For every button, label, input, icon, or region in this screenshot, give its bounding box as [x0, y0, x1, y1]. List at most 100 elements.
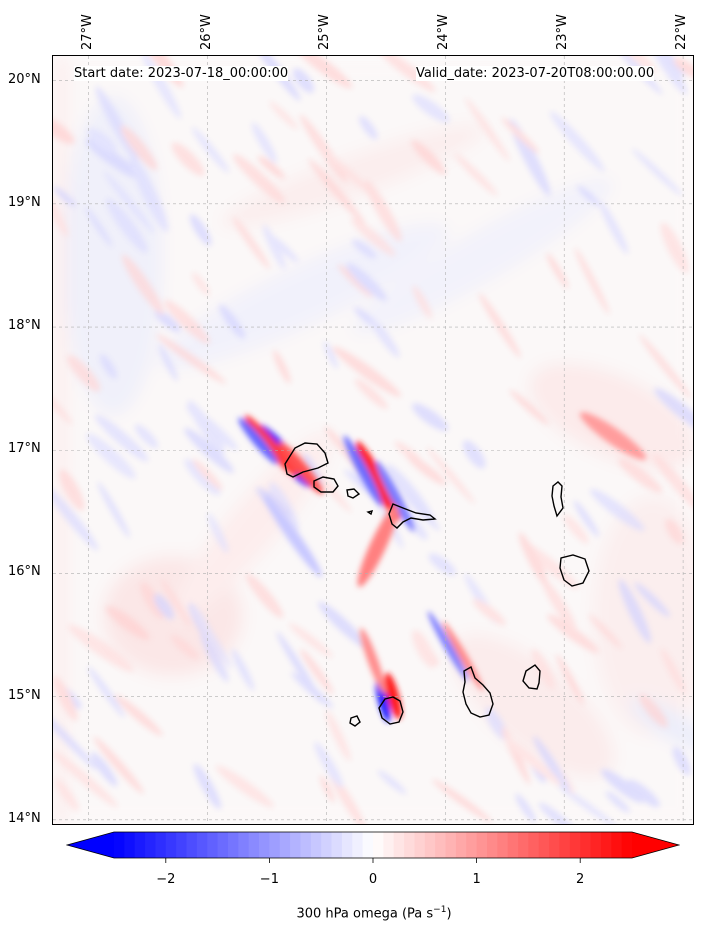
colorbar-segment: [310, 832, 322, 858]
wave-band: [601, 769, 644, 803]
wave-band: [90, 752, 118, 787]
colorbar-segment: [549, 832, 560, 858]
wave-band: [577, 185, 600, 206]
island-boa-vista: [559, 554, 590, 587]
wave-band: [192, 127, 229, 173]
wave-band: [574, 247, 610, 315]
wave-band: [85, 138, 142, 180]
colorbar-segment: [196, 832, 208, 858]
wave-band: [465, 97, 510, 162]
island-santiago: [462, 665, 494, 718]
wave-band: [359, 115, 378, 140]
wave-band: [59, 469, 85, 511]
wave-band: [276, 631, 322, 704]
wave-band: [538, 802, 579, 824]
colorbar-segment: [476, 832, 488, 858]
colorbar-outline: [66, 831, 680, 859]
wave-band: [53, 676, 78, 721]
wave-band: [412, 285, 433, 319]
colorbar-segment: [145, 832, 156, 858]
wave-band: [485, 707, 508, 741]
colorbar-segment: [155, 832, 167, 858]
colorbar-tick-label: −2: [156, 872, 176, 887]
colorbar-label: 300 hPa omega (Pa s−1): [296, 905, 452, 922]
wave-band: [291, 56, 353, 89]
colorbar-segment: [569, 832, 581, 858]
longitude-label: 24°W: [436, 14, 452, 50]
wave-band: [660, 56, 686, 77]
colorbar-segment: [331, 832, 343, 858]
wave-band: [129, 154, 169, 232]
wave-band: [556, 654, 584, 705]
wave-band: [323, 341, 338, 369]
island-branco: [366, 510, 374, 516]
colorbar-segment: [455, 832, 467, 858]
wave-band: [314, 742, 343, 788]
wave-band: [262, 224, 286, 269]
wave-band: [122, 254, 164, 315]
wave-band: [84, 206, 113, 247]
colorbar-segment: [248, 832, 260, 858]
start-date-label: Start date: 2023-07-18_00:00:00: [74, 66, 289, 81]
wave-band: [53, 381, 73, 425]
colorbar-segment: [528, 832, 540, 858]
wave-band: [193, 763, 222, 810]
island-santa-luzia: [346, 488, 361, 499]
wave-band: [299, 114, 348, 183]
colorbar-segment: [393, 832, 405, 858]
wave-band: [549, 111, 605, 172]
wave-band: [332, 346, 401, 397]
wave-band: [632, 148, 683, 196]
colorbar-segment: [269, 832, 281, 858]
colorbar-segment: [238, 832, 250, 858]
wave-band: [354, 378, 388, 410]
wave-band: [634, 582, 670, 617]
colorbar-segment: [611, 832, 623, 858]
wave-band: [95, 86, 139, 162]
latitude-label: 18°N: [8, 318, 41, 334]
colorbar-segment: [290, 832, 301, 858]
wave-band: [115, 695, 163, 736]
wave-band: [158, 343, 178, 382]
wave-band: [269, 101, 298, 130]
wave-band: [68, 624, 134, 672]
latitude-label: 17°N: [8, 441, 41, 457]
wave-band: [273, 350, 291, 384]
wave-band: [319, 775, 335, 803]
wave-band: [541, 578, 577, 632]
colorbar-segment: [124, 832, 136, 858]
colorbar-segment: [600, 832, 612, 858]
wave-band: [627, 779, 660, 808]
colorbar-segment: [580, 832, 592, 858]
coastlines: [284, 442, 590, 727]
colorbar-segment: [186, 832, 198, 858]
wave-band: [337, 264, 373, 298]
latitude-label: 16°N: [8, 564, 41, 580]
wave-band: [588, 614, 623, 649]
wave-band: [153, 593, 174, 620]
wave-band: [120, 125, 158, 171]
wave-band: [660, 222, 689, 274]
wave-band: [605, 791, 630, 813]
longitude-label: 26°W: [198, 14, 214, 50]
wave-band: [103, 171, 155, 234]
wave-band: [573, 500, 599, 537]
island-fogo: [378, 696, 404, 725]
wave-band: [364, 180, 402, 242]
wave-band: [184, 459, 221, 496]
wave-band: [164, 300, 210, 344]
wave-band: [371, 319, 400, 358]
colorbar-segment: [621, 832, 633, 858]
wave-band: [231, 648, 255, 691]
island-maio: [522, 664, 541, 690]
wave-band: [454, 153, 498, 196]
wave-band: [563, 514, 589, 544]
wave-band: [590, 488, 645, 531]
colorbar-segment: [383, 832, 395, 858]
wave-band: [192, 458, 223, 491]
wave-band: [270, 235, 299, 263]
colorbar-segment: [227, 832, 239, 858]
wave-band: [546, 253, 569, 289]
colorbar-segment: [362, 832, 374, 858]
wave-band: [618, 458, 663, 493]
